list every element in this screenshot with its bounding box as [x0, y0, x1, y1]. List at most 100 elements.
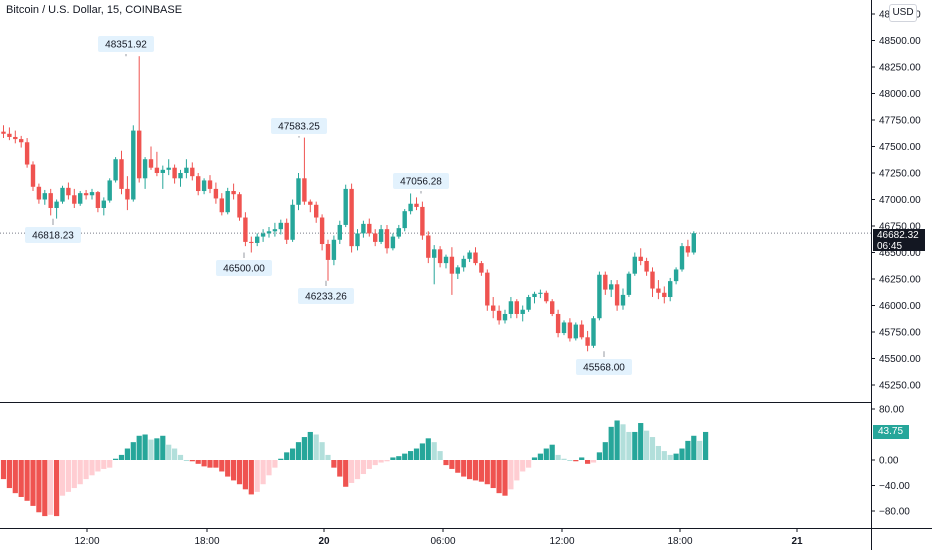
- candle-body: [137, 130, 142, 179]
- candle: [166, 159, 171, 176]
- osc-bar: [0, 460, 7, 480]
- osc-bar: [496, 460, 502, 494]
- candle-body: [154, 167, 160, 173]
- candle: [255, 233, 260, 247]
- candle-body: [626, 273, 632, 295]
- price-tick-label: 46000.00: [879, 301, 921, 312]
- osc-bar: [697, 440, 703, 460]
- candle: [7, 127, 12, 141]
- candle-body: [526, 297, 531, 310]
- candle-body: [101, 200, 106, 208]
- osc-bar: [71, 460, 77, 489]
- osc-bar: [301, 437, 307, 460]
- candle: [148, 146, 154, 170]
- candle: [573, 322, 578, 341]
- candle: [603, 271, 608, 295]
- candle: [402, 209, 407, 232]
- price-annotation: 47056.28: [393, 173, 449, 194]
- candle-body: [30, 164, 36, 187]
- candle: [296, 173, 301, 211]
- candle-body: [131, 130, 136, 200]
- currency-button[interactable]: USD: [889, 4, 917, 22]
- osc-bar: [166, 444, 172, 460]
- candle-body: [390, 236, 396, 249]
- candle-body: [656, 288, 661, 293]
- candle: [137, 56, 142, 183]
- candle-body: [48, 193, 53, 208]
- candle: [479, 260, 484, 276]
- candle-body: [349, 188, 354, 247]
- last-price-value: 46682.32: [877, 230, 919, 241]
- candle: [555, 309, 561, 338]
- candle-body: [178, 173, 183, 179]
- candle-body: [296, 178, 301, 205]
- candle: [48, 188, 53, 216]
- candle-body: [113, 159, 118, 181]
- osc-bar: [620, 424, 626, 460]
- osc-bar: [349, 460, 355, 483]
- candle-body: [437, 249, 443, 264]
- candle-body: [66, 187, 71, 196]
- candle-body: [479, 263, 484, 273]
- osc-bar: [319, 442, 325, 460]
- candle: [154, 151, 160, 177]
- osc-bar: [655, 445, 661, 460]
- time-tick-label: 21: [791, 536, 803, 547]
- candle: [396, 224, 401, 239]
- osc-bar: [502, 460, 508, 496]
- candle: [219, 193, 224, 216]
- candle: [131, 125, 136, 202]
- candle-body: [650, 271, 655, 289]
- price-tick-label: 45750.00: [879, 328, 921, 339]
- osc-bar: [360, 460, 366, 475]
- osc-bar: [24, 460, 30, 501]
- osc-bar: [48, 460, 54, 515]
- osc-bar: [254, 460, 260, 492]
- candle: [343, 184, 348, 228]
- candle-body: [219, 198, 224, 213]
- candle: [42, 189, 47, 205]
- candle: [83, 189, 89, 200]
- osc-bar: [490, 460, 496, 489]
- candle-body: [60, 187, 65, 202]
- osc-bar: [449, 460, 455, 469]
- candle: [190, 162, 195, 181]
- candle: [278, 219, 283, 235]
- candle: [662, 286, 667, 304]
- price-tick-label: 46500.00: [879, 248, 921, 259]
- candle-body: [302, 178, 307, 202]
- candle: [390, 233, 396, 251]
- candle: [579, 320, 584, 340]
- candle-body: [679, 246, 685, 270]
- candle-body: [496, 310, 502, 321]
- candle-body: [260, 233, 266, 237]
- candle-body: [585, 337, 590, 346]
- candle-body: [166, 167, 171, 170]
- osc-bar: [12, 460, 18, 494]
- last-price-tag: 46682.32 06:45: [873, 229, 925, 252]
- candle-body: [225, 191, 230, 213]
- osc-bar: [478, 460, 484, 482]
- osc-bar: [425, 438, 431, 460]
- candle-body: [402, 211, 407, 229]
- candle-body: [538, 292, 543, 294]
- candle: [284, 218, 289, 245]
- candles: [1, 56, 696, 352]
- candle: [196, 173, 201, 196]
- candle: [691, 231, 696, 255]
- candle-body: [83, 193, 89, 196]
- last-price-countdown: 06:45: [877, 241, 903, 252]
- candle: [207, 175, 213, 194]
- candle-body: [378, 229, 384, 242]
- candle-body: [673, 269, 679, 282]
- candle-body: [237, 194, 242, 218]
- osc-bar: [154, 438, 160, 460]
- candle: [561, 320, 567, 336]
- candle-body: [7, 133, 12, 137]
- candle-body: [243, 217, 248, 242]
- osc-bar: [42, 460, 48, 517]
- osc-bar: [396, 456, 402, 460]
- osc-bar: [354, 460, 361, 480]
